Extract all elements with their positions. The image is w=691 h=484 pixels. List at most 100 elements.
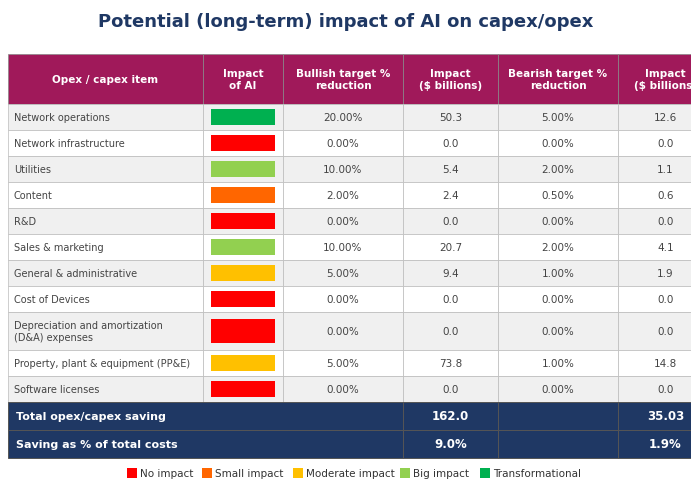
Bar xyxy=(293,468,303,478)
Bar xyxy=(498,287,618,312)
Text: 73.8: 73.8 xyxy=(439,358,462,368)
Bar xyxy=(498,157,618,182)
Bar xyxy=(211,136,275,152)
Bar xyxy=(8,235,203,260)
Bar xyxy=(283,55,403,105)
Text: 0.0: 0.0 xyxy=(442,139,459,149)
Text: 5.00%: 5.00% xyxy=(542,113,574,123)
Text: Potential (long-term) impact of AI on capex/opex: Potential (long-term) impact of AI on ca… xyxy=(98,13,593,31)
Bar xyxy=(8,131,203,157)
Bar xyxy=(211,161,275,178)
Text: 2.4: 2.4 xyxy=(442,191,459,200)
Bar xyxy=(203,235,283,260)
Text: 2.00%: 2.00% xyxy=(542,242,574,253)
Bar xyxy=(8,402,403,430)
Bar xyxy=(618,131,691,157)
Bar xyxy=(283,209,403,235)
Text: 0.00%: 0.00% xyxy=(542,384,574,394)
Text: Bearish target %
reduction: Bearish target % reduction xyxy=(509,69,607,91)
Text: Impact
($ billions): Impact ($ billions) xyxy=(419,69,482,91)
Text: 0.0: 0.0 xyxy=(442,384,459,394)
Text: 0.00%: 0.00% xyxy=(327,216,359,227)
Text: 5.00%: 5.00% xyxy=(327,358,359,368)
Bar xyxy=(283,350,403,376)
Text: Opex / capex item: Opex / capex item xyxy=(53,75,158,85)
Text: 1.1: 1.1 xyxy=(657,165,674,175)
Bar xyxy=(618,260,691,287)
Bar xyxy=(403,131,498,157)
Bar xyxy=(403,287,498,312)
Bar xyxy=(618,430,691,458)
Bar xyxy=(618,287,691,312)
Bar xyxy=(211,109,275,126)
Text: 0.00%: 0.00% xyxy=(542,216,574,227)
Bar xyxy=(8,209,203,235)
Text: R&D: R&D xyxy=(14,216,36,227)
Text: 0.6: 0.6 xyxy=(657,191,674,200)
Bar xyxy=(211,319,275,344)
Bar xyxy=(203,350,283,376)
Text: Big impact: Big impact xyxy=(413,468,469,478)
Bar xyxy=(498,430,618,458)
Bar xyxy=(211,213,275,230)
Bar xyxy=(618,209,691,235)
Bar xyxy=(283,235,403,260)
Text: Moderate impact: Moderate impact xyxy=(306,468,395,478)
Bar xyxy=(498,350,618,376)
Bar xyxy=(283,182,403,209)
Text: Impact
($ billions): Impact ($ billions) xyxy=(634,69,691,91)
Bar xyxy=(211,355,275,372)
Text: 50.3: 50.3 xyxy=(439,113,462,123)
Bar xyxy=(211,239,275,256)
Bar xyxy=(618,105,691,131)
Text: 5.4: 5.4 xyxy=(442,165,459,175)
Bar xyxy=(202,468,212,478)
Text: 0.0: 0.0 xyxy=(657,216,674,227)
Bar xyxy=(8,157,203,182)
Text: 162.0: 162.0 xyxy=(432,409,469,423)
Bar xyxy=(498,105,618,131)
Bar xyxy=(128,468,138,478)
Bar xyxy=(403,235,498,260)
Bar xyxy=(8,312,203,350)
Text: 2.00%: 2.00% xyxy=(542,165,574,175)
Bar xyxy=(403,55,498,105)
Bar xyxy=(203,182,283,209)
Bar xyxy=(211,265,275,282)
Text: Network infrastructure: Network infrastructure xyxy=(14,139,125,149)
Bar xyxy=(8,376,203,402)
Bar xyxy=(403,376,498,402)
Text: Depreciation and amortization
(D&A) expenses: Depreciation and amortization (D&A) expe… xyxy=(14,320,163,343)
Text: 5.00%: 5.00% xyxy=(327,269,359,278)
Bar xyxy=(203,312,283,350)
Bar xyxy=(498,402,618,430)
Text: Impact
of AI: Impact of AI xyxy=(223,69,263,91)
Text: Cost of Devices: Cost of Devices xyxy=(14,294,90,304)
Bar xyxy=(498,131,618,157)
Text: 10.00%: 10.00% xyxy=(323,242,363,253)
Text: Utilities: Utilities xyxy=(14,165,51,175)
Bar xyxy=(203,157,283,182)
Text: 0.0: 0.0 xyxy=(657,294,674,304)
Text: 12.6: 12.6 xyxy=(654,113,677,123)
Text: 0.00%: 0.00% xyxy=(542,326,574,336)
Bar xyxy=(211,291,275,308)
Bar xyxy=(203,287,283,312)
Text: Saving as % of total costs: Saving as % of total costs xyxy=(16,439,178,449)
Text: 0.00%: 0.00% xyxy=(327,326,359,336)
Bar xyxy=(618,55,691,105)
Bar xyxy=(283,376,403,402)
Bar xyxy=(8,350,203,376)
Bar xyxy=(403,312,498,350)
Text: Content: Content xyxy=(14,191,53,200)
Text: 0.50%: 0.50% xyxy=(542,191,574,200)
Bar xyxy=(618,182,691,209)
Bar xyxy=(8,55,203,105)
Bar xyxy=(211,381,275,397)
Bar xyxy=(498,55,618,105)
Text: 0.0: 0.0 xyxy=(657,139,674,149)
Text: 10.00%: 10.00% xyxy=(323,165,363,175)
Bar xyxy=(618,312,691,350)
Text: Property, plant & equipment (PP&E): Property, plant & equipment (PP&E) xyxy=(14,358,190,368)
Bar xyxy=(8,430,403,458)
